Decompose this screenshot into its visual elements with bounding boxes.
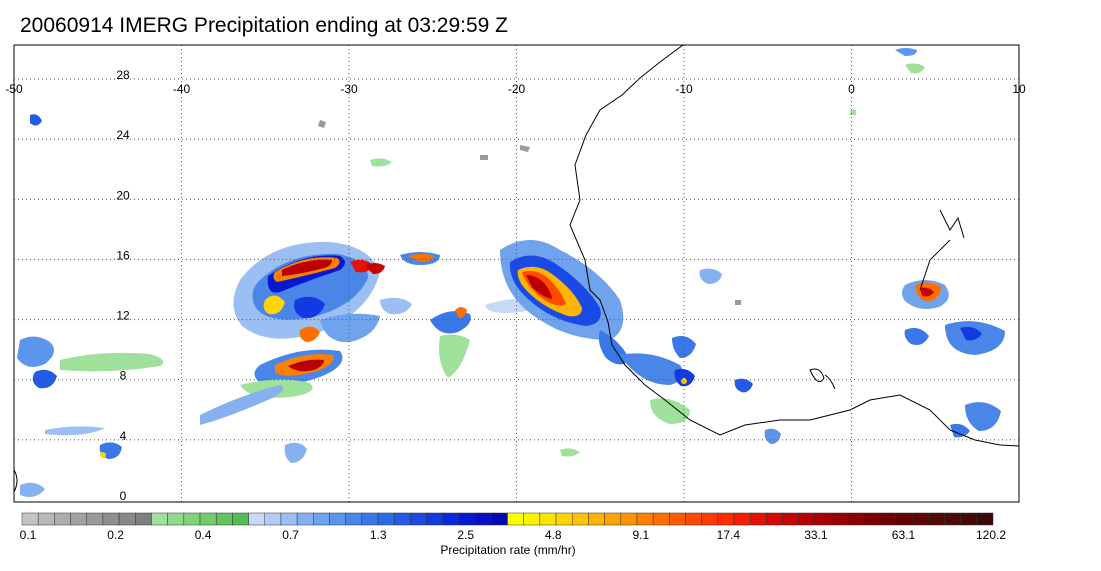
colorbar-tick-label: 4.8	[544, 528, 562, 542]
colorbar-swatch	[750, 512, 767, 526]
colorbar-swatch	[410, 512, 427, 526]
colorbar-swatch	[507, 512, 524, 526]
colorbar-tick-label: 2.5	[457, 528, 475, 542]
colorbar-swatch	[733, 512, 751, 526]
colorbar-swatch	[636, 512, 654, 526]
colorbar-swatch	[118, 512, 136, 526]
colorbar-tick-label: 0.2	[107, 528, 124, 542]
colorbar-title: Precipitation rate (mm/hr)	[440, 543, 576, 557]
colorbar-swatch	[669, 512, 686, 526]
colorbar-swatch	[248, 512, 265, 526]
latitude-label: 4	[120, 429, 127, 443]
colorbar-swatch	[426, 512, 444, 526]
graticule	[14, 45, 1019, 502]
colorbar-swatch	[960, 512, 978, 526]
colorbar-swatch	[944, 512, 961, 526]
colorbar-tick-label: 17.4	[716, 528, 741, 542]
longitude-label: 0	[848, 82, 855, 96]
colorbar-swatch	[863, 512, 880, 526]
colorbar-swatch	[782, 512, 800, 526]
longitude-label: -50	[5, 82, 23, 96]
latitude-label: 24	[116, 128, 130, 142]
colorbar-swatch	[830, 512, 848, 526]
colorbar-swatch	[393, 512, 411, 526]
colorbar-swatch	[895, 512, 913, 526]
colorbar	[21, 512, 994, 526]
colorbar-tick-label: 33.1	[804, 528, 828, 542]
latitude-label: 20	[116, 188, 130, 202]
colorbar-swatch	[70, 512, 87, 526]
latitude-label: 8	[120, 369, 127, 383]
longitude-label: -10	[675, 82, 693, 96]
colorbar-swatch	[571, 512, 589, 526]
longitude-labels: -50 -40 -30 -20 -10 0 10	[5, 82, 1026, 96]
colorbar-swatch	[555, 512, 573, 526]
colorbar-tick-label: 120.2	[975, 528, 1007, 542]
latitude-label: 12	[116, 309, 130, 323]
colorbar-swatch	[717, 512, 735, 526]
map-frame	[13, 44, 1020, 503]
colorbar-swatch	[701, 512, 719, 526]
colorbar-swatch	[199, 512, 217, 526]
colorbar-tick-label: 0.4	[194, 528, 212, 542]
colorbar-swatch	[37, 512, 55, 526]
latitude-label: 16	[116, 248, 130, 262]
colorbar-swatch	[361, 512, 379, 526]
colorbar-swatch	[604, 512, 622, 526]
colorbar-swatch	[377, 512, 395, 526]
colorbar-swatch	[588, 512, 605, 526]
colorbar-swatch	[167, 512, 185, 526]
colorbar-swatch	[135, 512, 152, 526]
colorbar-swatch	[620, 512, 638, 526]
colorbar-swatch	[329, 512, 346, 526]
colorbar-swatch	[21, 512, 39, 526]
colorbar-swatch	[847, 512, 864, 526]
colorbar-swatch	[685, 512, 702, 526]
colorbar-swatch	[474, 512, 492, 526]
colorbar-swatch	[911, 512, 929, 526]
colorbar-swatch	[215, 512, 233, 526]
coastline	[14, 45, 1019, 493]
colorbar-swatch	[442, 512, 460, 526]
colorbar-swatch	[264, 512, 282, 526]
colorbar-tick-label: 0.7	[282, 528, 299, 542]
latitude-labels: 28 24 20 16 12 8 4 0	[116, 68, 130, 503]
colorbar-swatch	[345, 512, 363, 526]
colorbar-swatch	[232, 512, 249, 526]
colorbar-swatch	[54, 512, 71, 526]
colorbar-swatch	[766, 512, 783, 526]
precipitation-field	[17, 48, 1005, 497]
colorbar-swatch	[183, 512, 201, 526]
colorbar-swatch	[928, 512, 945, 526]
colorbar-swatch	[296, 512, 314, 526]
colorbar-swatch	[313, 512, 330, 526]
longitude-label: -20	[508, 82, 526, 96]
longitude-label: -30	[340, 82, 358, 96]
map-title: 20060914 IMERG Precipitation ending at 0…	[20, 14, 508, 37]
colorbar-swatch	[814, 512, 832, 526]
colorbar-swatch	[280, 512, 298, 526]
colorbar-swatch	[652, 512, 670, 526]
colorbar-swatch	[976, 512, 994, 526]
colorbar-swatch	[86, 512, 104, 526]
colorbar-swatch	[523, 512, 541, 526]
colorbar-swatch	[539, 512, 557, 526]
colorbar-swatch	[102, 512, 120, 526]
colorbar-tick-label: 1.3	[369, 528, 387, 542]
latitude-label: 0	[120, 489, 127, 503]
colorbar-swatch	[879, 512, 897, 526]
colorbar-swatch	[491, 512, 508, 526]
colorbar-swatch	[151, 512, 168, 526]
latitude-label: 28	[116, 68, 130, 82]
colorbar-swatch	[798, 512, 816, 526]
colorbar-swatch	[458, 512, 476, 526]
longitude-label: 10	[1012, 82, 1026, 96]
colorbar-tick-label: 9.1	[632, 528, 650, 542]
colorbar-tick-label: 63.1	[891, 528, 916, 542]
longitude-label: -40	[173, 82, 191, 96]
colorbar-tick-label: 0.1	[19, 528, 37, 542]
